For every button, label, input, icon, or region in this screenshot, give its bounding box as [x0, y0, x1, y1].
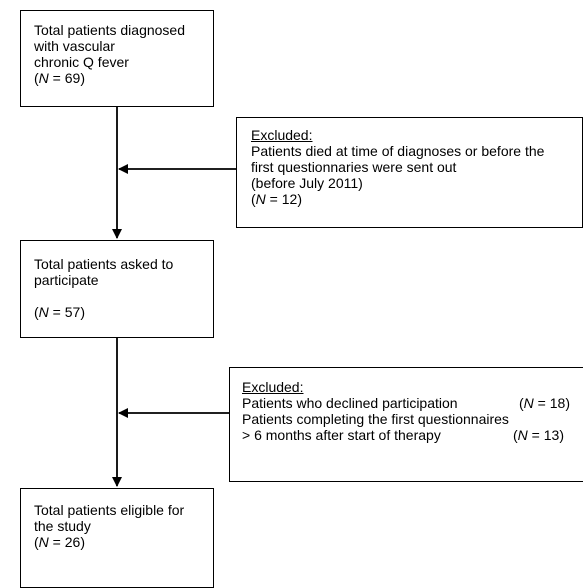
- box-asked-n: (N = 57): [34, 304, 85, 320]
- excluded-late-text-2: > 6 months after start of therapy: [242, 427, 441, 443]
- excluded-died-line-1: Patients died at time of diagnoses or be…: [251, 143, 545, 159]
- box-diagnosed-line-2: with vascular: [34, 38, 115, 54]
- box-asked: Total patients asked to participate (N =…: [20, 240, 214, 338]
- box-eligible: Total patients eligible for the study (N…: [20, 488, 214, 588]
- box-asked-line-2: participate: [34, 272, 99, 288]
- excluded-declined-row: Patients who declined participation (N =…: [242, 395, 570, 411]
- box-asked-line-1: Total patients asked to: [34, 256, 174, 272]
- excluded-died-n: (N = 12): [251, 191, 302, 207]
- box-excluded-died: Excluded: Patients died at time of diagn…: [236, 117, 583, 228]
- box-diagnosed-n: (N = 69): [34, 70, 85, 86]
- excluded-heading-1: Excluded:: [251, 127, 313, 143]
- excluded-died-line-2: first questionnaries were sent out: [251, 159, 457, 175]
- box-excluded-declined: Excluded: Patients who declined particip…: [229, 367, 583, 482]
- excluded-heading-2: Excluded:: [242, 379, 304, 395]
- box-diagnosed-line-3: chronic Q fever: [34, 54, 129, 70]
- excluded-declined-n: (N = 18): [519, 395, 570, 411]
- box-eligible-line-2: the study: [34, 518, 91, 534]
- excluded-late-row: > 6 months after start of therapy (N = 1…: [242, 427, 570, 443]
- box-eligible-n: (N = 26): [34, 534, 85, 550]
- excluded-died-line-3: (before July 2011): [251, 175, 363, 191]
- excluded-late-text-1: Patients completing the first questionna…: [242, 411, 509, 427]
- box-diagnosed: Total patients diagnosed with vascular c…: [20, 10, 214, 107]
- box-diagnosed-line-1: Total patients diagnosed: [34, 22, 185, 38]
- excluded-declined-text: Patients who declined participation: [242, 395, 458, 411]
- box-eligible-line-1: Total patients eligible for: [34, 502, 185, 518]
- excluded-late-n: (N = 13): [513, 427, 564, 443]
